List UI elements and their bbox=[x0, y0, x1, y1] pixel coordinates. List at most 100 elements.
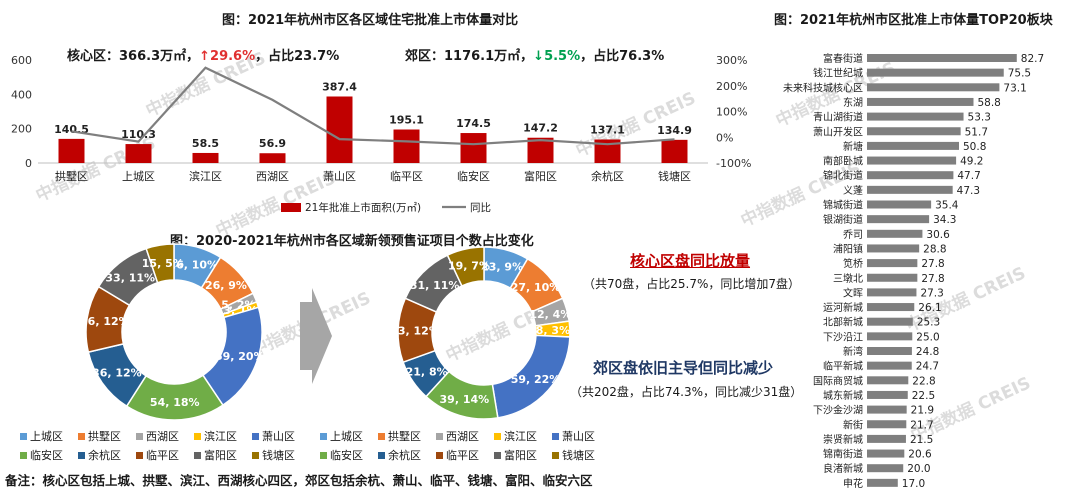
y-axis-tick-label: 200 bbox=[11, 123, 32, 136]
bar-line-chart: 6004002000300%200%100%0%-100%140.5拱墅区110… bbox=[11, 54, 751, 214]
block-bar bbox=[867, 215, 930, 224]
donut-slice-label: 33, 11% bbox=[105, 271, 155, 284]
bar-value-label: 134.9 bbox=[657, 124, 692, 137]
block-bar bbox=[867, 244, 920, 253]
core-summary-prefix: 核心区：366.3万㎡， bbox=[67, 49, 200, 64]
y2-axis-tick-label: -100% bbox=[716, 157, 751, 170]
block-bar bbox=[867, 332, 913, 341]
core-summary-change: ↑29.6% bbox=[199, 49, 256, 64]
block-bar bbox=[867, 434, 906, 443]
donut-section-title: 图：2020-2021年杭州市各区域新领预售证项目个数占比变化 bbox=[170, 234, 534, 249]
x-axis-tick-label: 上城区 bbox=[122, 170, 155, 183]
legend-item: 西湖区 bbox=[436, 428, 494, 444]
block-value-label: 58.8 bbox=[977, 97, 1000, 109]
block-name-label: 新塘 bbox=[843, 140, 863, 153]
block-name-label: 运河新城 bbox=[823, 301, 863, 314]
legend-item: 钱塘区 bbox=[552, 447, 610, 463]
bar-value-label: 137.1 bbox=[590, 123, 625, 136]
legend-item: 临平区 bbox=[136, 447, 194, 463]
x-axis-tick-label: 滨江区 bbox=[189, 169, 222, 183]
left-chart-title: 图：2021年杭州市区各区域住宅批准上市体量对比 bbox=[222, 13, 519, 28]
block-bar bbox=[867, 141, 960, 150]
legend-swatch bbox=[136, 451, 143, 459]
donut-charts: 26, 10%26, 9%5, 2%3, 1%59, 20%54, 18%36,… bbox=[80, 243, 571, 421]
block-name-label: 下沙沿江 bbox=[823, 331, 863, 343]
legend-swatch bbox=[78, 432, 85, 440]
legend-swatch bbox=[436, 432, 443, 440]
block-bar bbox=[867, 449, 905, 458]
suburb-summary-change: ↓5.5% bbox=[533, 49, 581, 64]
legend-swatch bbox=[194, 432, 201, 440]
legend-item: 临平区 bbox=[436, 447, 494, 463]
block-bar bbox=[867, 200, 932, 209]
block-bar bbox=[867, 68, 1004, 77]
x-axis-tick-label: 临平区 bbox=[390, 169, 423, 183]
legend-swatch bbox=[494, 432, 501, 440]
suburb-summary: 郊区：1176.1万㎡，↓5.5%，占比76.3% bbox=[405, 45, 664, 64]
legend-swatch bbox=[320, 451, 327, 459]
block-name-label: 未来科技城核心区 bbox=[783, 81, 863, 94]
legend-item: 滨江区 bbox=[194, 428, 252, 444]
legend-line-label: 同比 bbox=[470, 201, 491, 214]
bar-临平区 bbox=[393, 129, 420, 163]
block-value-label: 49.2 bbox=[960, 156, 983, 168]
legend-item: 临安区 bbox=[320, 447, 378, 463]
legend-bar-label: 21年批准上市面积(万㎡) bbox=[305, 201, 421, 214]
donut-slice-label: 59, 22% bbox=[511, 373, 561, 386]
top-blocks-chart: 富春街道 82.7 钱江世纪城 75.5 未来科技城核心区 73.1 东湖 58.8 青山湖街道… bbox=[783, 52, 1044, 490]
block-bar bbox=[867, 83, 1000, 92]
legend-swatch bbox=[552, 451, 559, 459]
legend-label: 富阳区 bbox=[504, 449, 537, 462]
block-value-label: 75.5 bbox=[1008, 68, 1031, 80]
legend-item: 西湖区 bbox=[136, 428, 194, 444]
legend-item: 滨江区 bbox=[494, 428, 552, 444]
bar-拱墅区 bbox=[58, 138, 85, 163]
x-axis-tick-label: 富阳区 bbox=[524, 169, 557, 183]
legend-label: 钱塘区 bbox=[562, 449, 595, 462]
donut-slice-label: 39, 14% bbox=[440, 393, 490, 406]
block-name-label: 萧山开发区 bbox=[813, 125, 863, 138]
block-bar bbox=[867, 185, 953, 194]
core-detail: （共70盘，占比25.7%，同比增加7盘） bbox=[583, 277, 801, 291]
legend-item: 上城区 bbox=[320, 428, 378, 444]
legend-label: 西湖区 bbox=[446, 430, 479, 443]
block-value-label: 50.8 bbox=[963, 141, 986, 153]
legend-item: 上城区 bbox=[20, 428, 78, 444]
legend-swatch bbox=[436, 451, 443, 459]
legend-swatch bbox=[252, 451, 259, 459]
donut-slice-label: 19, 7% bbox=[448, 260, 490, 273]
y-axis-tick-label: 400 bbox=[11, 88, 32, 101]
block-bar bbox=[867, 347, 912, 355]
block-value-label: 21.9 bbox=[911, 405, 934, 417]
x-axis-tick-label: 余杭区 bbox=[591, 169, 624, 183]
block-name-label: 国际商贸城 bbox=[813, 374, 863, 387]
suburb-summary-suffix: ，占比76.3% bbox=[580, 49, 665, 64]
y-axis-tick-label: 0 bbox=[25, 157, 32, 170]
donut-slice-label: 27, 10% bbox=[511, 281, 561, 294]
legend-item: 拱墅区 bbox=[378, 428, 436, 444]
block-name-label: 下沙金沙湖 bbox=[813, 404, 863, 417]
x-axis-tick-label: 西湖区 bbox=[256, 170, 289, 183]
block-bar bbox=[867, 54, 1017, 62]
donut-legend-2020: 上城区 拱墅区 西湖区 滨江区 萧山区 临安区 余杭区 临平区 富阳区 钱塘区 bbox=[20, 428, 310, 463]
block-value-label: 24.8 bbox=[916, 346, 939, 358]
legend-swatch bbox=[320, 432, 327, 440]
block-name-label: 义蓬 bbox=[843, 185, 863, 197]
legend-item: 富阳区 bbox=[194, 447, 252, 463]
top-chart-title: 图：2021年杭州市区批准上市体量TOP20板块 bbox=[774, 13, 1053, 28]
legend-label: 临安区 bbox=[330, 449, 363, 462]
block-name-label: 良渚新城 bbox=[823, 462, 863, 475]
block-name-label: 三墩北 bbox=[833, 272, 863, 285]
core-summary-suffix: ，占比23.7% bbox=[255, 49, 340, 64]
block-bar bbox=[867, 127, 961, 136]
legend-item: 余杭区 bbox=[378, 447, 436, 463]
legend-label: 上城区 bbox=[30, 430, 63, 443]
block-value-label: 24.7 bbox=[916, 361, 939, 373]
block-bar bbox=[867, 405, 907, 414]
block-value-label: 27.8 bbox=[921, 273, 944, 285]
block-bar bbox=[867, 171, 954, 180]
block-bar bbox=[867, 317, 913, 326]
block-name-label: 锦北街道 bbox=[823, 169, 863, 182]
block-value-label: 30.6 bbox=[926, 229, 950, 241]
x-axis-tick-label: 临安区 bbox=[457, 169, 490, 183]
